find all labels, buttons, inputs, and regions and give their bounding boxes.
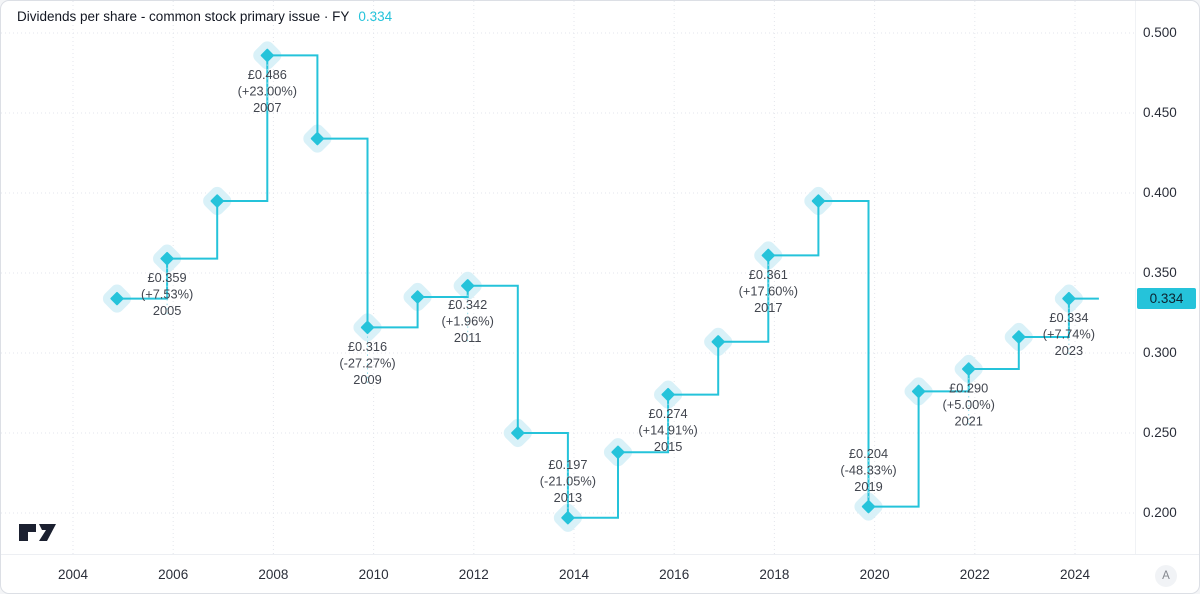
dividend-step-line (117, 54, 1099, 519)
time-tick-label: 2004 (57, 567, 89, 582)
annotation-change-2021: (+5.00%) (943, 397, 995, 412)
chart-title: Dividends per share - common stock prima… (17, 9, 350, 24)
annotation-change-2007: (+23.00%) (238, 83, 297, 98)
annotation-value-2013: £0.197 (548, 457, 587, 472)
price-axis-separator (1135, 1, 1136, 554)
time-tick-label: 2014 (558, 567, 590, 582)
annotation-year-2017: 2017 (754, 300, 782, 315)
annotation-value-2019: £0.204 (849, 446, 888, 461)
tradingview-logo-icon[interactable] (17, 519, 59, 545)
time-tick-label: 2024 (1059, 567, 1091, 582)
annotation-change-2019: (-48.33%) (840, 462, 896, 477)
annotation-change-2005: (+7.53%) (141, 286, 193, 301)
chart-last-value: 0.334 (358, 9, 393, 24)
time-tick-label: 2008 (258, 567, 289, 582)
time-tick-label: 2006 (158, 567, 189, 582)
time-axis-separator (1, 554, 1199, 555)
data-point-marker-2004 (110, 291, 124, 306)
price-tick-label: 0.400 (1143, 185, 1177, 200)
annotation-year-2015: 2015 (654, 439, 682, 454)
data-point-marker-2012 (511, 426, 525, 440)
annotation-year-2019: 2019 (854, 479, 882, 494)
price-tick-label: 0.450 (1143, 105, 1177, 120)
auto-scale-button[interactable]: A (1155, 565, 1177, 587)
data-point-marker-2009 (360, 320, 375, 335)
time-tick-label: 2012 (458, 567, 489, 582)
data-point-marker-2005 (160, 251, 174, 266)
data-point-marker-2011 (461, 279, 475, 293)
annotation-change-2017: (+17.60%) (739, 283, 798, 298)
data-point-marker-2008 (310, 131, 325, 146)
annotation-value-2021: £0.290 (949, 380, 988, 395)
data-point-marker-2017 (761, 248, 775, 263)
price-tick-label: 0.250 (1143, 425, 1177, 440)
price-tick-label: 0.200 (1143, 505, 1177, 520)
data-point-marker-2006 (210, 194, 224, 208)
last-price-badge: 0.334 (1137, 288, 1196, 310)
time-tick-label: 2020 (859, 567, 890, 582)
price-tick-label: 0.500 (1143, 25, 1177, 40)
annotation-value-2015: £0.274 (649, 406, 688, 421)
time-tick-label: 2010 (358, 567, 389, 582)
annotation-change-2009: (-27.27%) (339, 355, 395, 370)
data-point-marker-2020 (911, 384, 926, 399)
data-point-marker-2018 (811, 194, 826, 208)
data-point-marker-2014 (611, 445, 625, 459)
annotation-year-2013: 2013 (554, 490, 582, 505)
annotation-value-2023: £0.334 (1049, 310, 1088, 325)
chart-legend-row[interactable]: Dividends per share - common stock prima… (17, 9, 392, 24)
annotation-value-2011: £0.342 (448, 297, 487, 312)
annotation-year-2009: 2009 (353, 372, 381, 387)
annotation-change-2013: (-21.05%) (540, 474, 596, 489)
data-point-marker-2015 (661, 387, 675, 402)
annotation-year-2005: 2005 (153, 303, 181, 318)
annotation-change-2011: (+1.96%) (442, 314, 494, 329)
annotation-year-2007: 2007 (253, 100, 281, 115)
price-tick-label: 0.300 (1143, 345, 1177, 360)
data-point-marker-2019 (861, 499, 876, 514)
data-point-marker-2022 (1012, 330, 1026, 344)
annotation-change-2023: (+7.74%) (1043, 326, 1095, 341)
data-point-marker-2021 (962, 362, 976, 376)
data-point-marker-2023 (1062, 291, 1076, 306)
annotation-year-2021: 2021 (954, 413, 982, 428)
annotation-value-2005: £0.359 (148, 270, 187, 285)
data-point-marker-2013 (561, 511, 575, 525)
annotation-year-2023: 2023 (1055, 343, 1083, 358)
annotation-value-2017: £0.361 (749, 267, 788, 282)
data-point-marker-2007 (260, 48, 274, 63)
time-tick-label: 2018 (759, 567, 790, 582)
data-point-marker-2016 (711, 335, 725, 349)
time-tick-label: 2022 (959, 567, 990, 582)
annotation-year-2011: 2011 (454, 330, 482, 345)
annotation-change-2015: (+14.91%) (638, 422, 697, 437)
data-point-marker-2010 (410, 290, 425, 304)
annotation-value-2007: £0.486 (248, 67, 287, 82)
annotation-value-2009: £0.316 (348, 339, 387, 354)
price-tick-label: 0.350 (1143, 265, 1177, 280)
time-tick-label: 2016 (659, 567, 690, 582)
